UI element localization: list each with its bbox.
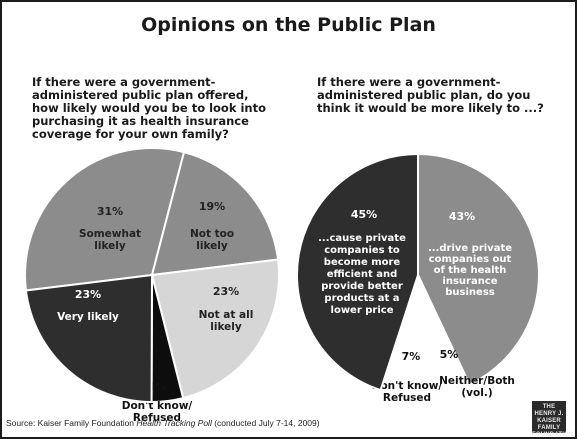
right-label-line: Don't know/ <box>372 380 443 392</box>
source-suffix: (conducted July 7-14, 2009) <box>211 418 320 428</box>
left-slice-very-likely <box>24 273 154 404</box>
source-italic: Health Tracking Poll <box>136 418 212 428</box>
left-label-line: Somewhat <box>79 228 141 240</box>
right-label-line: of the health <box>434 265 507 276</box>
right-value-cause-private-companies-to-become-more-efficient-and-provide-better-products-at-a-lower-price: 45% <box>351 208 377 221</box>
right-label-line: become more <box>324 257 401 268</box>
question-left: If there were a government-administered … <box>32 75 267 141</box>
pie-chart-right: 43% ...drive private companies out of the h… <box>295 152 540 404</box>
right-label-line: provide better <box>321 281 403 292</box>
right-value-neither-both-vol: 5% <box>440 348 459 361</box>
logo-line-1: THE HENRY J. <box>534 404 564 417</box>
right-label-line: ...drive private <box>428 243 512 254</box>
left-label-line: likely <box>94 240 126 252</box>
left-slice-not-too-likely <box>150 150 280 277</box>
source-prefix: Source: Kaiser Family Foundation <box>6 418 137 428</box>
left-slice-not-at-all-likely <box>150 258 280 400</box>
right-label-line: lower price <box>331 305 394 316</box>
right-value-don-t-know-refused: 7% <box>402 350 421 363</box>
left-value-very-likely: 23% <box>75 288 101 301</box>
left-value-not-too-likely: 19% <box>199 200 225 213</box>
left-label-not-at-all-likely: Not at all likely <box>199 309 254 333</box>
left-label-line: Refused <box>133 412 181 424</box>
right-slice-cause-private-companies-to-become-more-efficient-and-provide-better-products-at-a-lower-price <box>295 152 419 392</box>
left-label-line: Not at all <box>199 309 254 321</box>
left-label-line: Don't know/ <box>122 400 193 412</box>
right-label-line: ...cause private <box>318 233 406 244</box>
right-label-line: efficient and <box>327 269 397 280</box>
logo-line-2: KAISER <box>537 418 561 424</box>
right-slice-drive-private-companies-out-of-the-health-insurance-business <box>417 152 540 386</box>
right-label-line: Refused <box>383 392 431 404</box>
right-label-line: Neither/Both <box>439 375 515 387</box>
right-label-don-t-know-refused: Don't know/Refused <box>372 380 443 404</box>
left-value-not-at-all-likely: 23% <box>213 285 239 298</box>
question-right: If there were a government-administered … <box>317 75 544 115</box>
left-label-line: likely <box>210 321 242 333</box>
left-label-line: Not too <box>190 228 234 240</box>
right-label-line: business <box>445 287 495 298</box>
right-label-line: (vol.) <box>461 387 492 399</box>
logo-line-4: FOUNDATION <box>532 432 574 438</box>
page-title: Opinions on the Public Plan <box>141 14 436 36</box>
right-label-line: companies to <box>324 245 400 256</box>
left-label-don-t-know-refused: Don't know/Refused <box>122 400 193 424</box>
right-label-drive-private-companies-out-of-the-health-insurance-business: ...drive private companies out of the heal… <box>428 243 512 298</box>
left-value-somewhat-likely: 31% <box>97 205 123 218</box>
right-label-line: companies out <box>429 254 512 265</box>
source-note: Source: Kaiser Family Foundation Health … <box>6 418 320 428</box>
right-label-line: products at a <box>324 293 399 304</box>
left-label-very-likely: Very likely <box>57 311 119 323</box>
right-label-line: insurance <box>442 276 497 287</box>
left-label-not-too-likely: Not too likely <box>190 228 234 252</box>
right-label-cause-private-companies-to-become-more-efficient-and-provide-better-products-at-a-lower-price: ...cause private companies to become more e… <box>318 233 406 316</box>
left-slice-somewhat-likely <box>24 147 186 292</box>
left-label-line: likely <box>196 240 228 252</box>
right-value-drive-private-companies-out-of-the-health-insurance-business: 43% <box>449 210 475 223</box>
left-label-somewhat-likely: Somewhat likely <box>79 228 141 252</box>
kff-logo: THE HENRY J. KAISER FAMILY FOUNDATION <box>532 401 573 438</box>
logo-line-3: FAMILY <box>537 425 561 431</box>
right-label-neither-both-vol: Neither/Both (vol.) <box>439 375 515 399</box>
left-label-line: Very likely <box>57 311 119 323</box>
